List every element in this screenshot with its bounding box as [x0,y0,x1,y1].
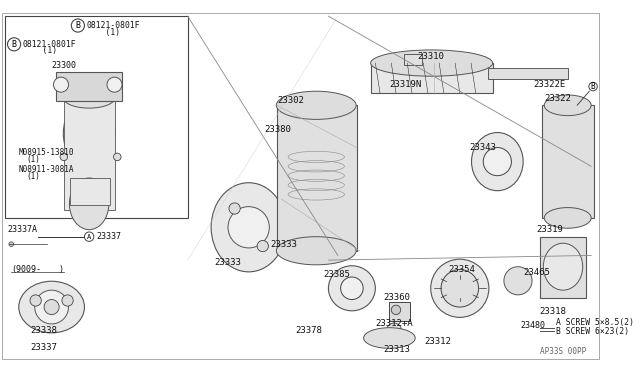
Text: 23319: 23319 [537,225,564,234]
Text: 23354: 23354 [449,265,476,274]
Text: N08911-3081A: N08911-3081A [19,164,74,174]
Text: 23333: 23333 [214,259,241,267]
Ellipse shape [544,95,591,116]
Bar [64,98,115,211]
Bar [277,105,356,251]
Ellipse shape [69,178,109,230]
Text: 23385: 23385 [324,270,351,279]
Ellipse shape [371,50,493,76]
Ellipse shape [276,91,356,119]
Text: 23318: 23318 [540,307,566,316]
Text: (1): (1) [86,28,120,36]
Text: (9009-: (9009- [12,265,41,274]
Ellipse shape [504,267,532,295]
Bar [56,73,122,100]
Text: 23319N: 23319N [389,80,422,89]
Bar [70,179,110,205]
Circle shape [62,295,73,306]
Bar [540,237,586,298]
Circle shape [44,299,59,315]
Circle shape [8,38,20,51]
Bar [542,105,594,218]
Circle shape [9,242,13,247]
Text: (1): (1) [22,46,57,55]
Text: B: B [76,21,81,30]
Ellipse shape [63,87,115,108]
Text: ): ) [58,265,63,274]
Circle shape [35,290,68,324]
Text: 23338: 23338 [30,326,57,335]
Text: 23337A: 23337A [8,225,38,234]
Text: 23322: 23322 [544,94,571,103]
Ellipse shape [544,208,591,228]
Text: A SCREW 5×8.5(2): A SCREW 5×8.5(2) [556,318,634,327]
Text: 23312: 23312 [424,337,451,346]
Circle shape [391,305,401,315]
Circle shape [589,82,597,91]
Circle shape [340,277,363,299]
Bar [4,16,188,218]
Text: 23337: 23337 [30,343,57,352]
Ellipse shape [211,183,286,272]
Text: 23343: 23343 [469,143,496,152]
Text: 23310: 23310 [417,52,444,61]
Text: 08121-0801F: 08121-0801F [22,40,76,49]
Circle shape [229,203,240,214]
Text: 23300: 23300 [52,61,77,70]
Ellipse shape [431,259,489,317]
Ellipse shape [19,281,84,333]
Text: A: A [87,234,92,240]
Bar [371,63,493,93]
Text: (1): (1) [26,155,40,164]
Circle shape [60,153,68,161]
Text: B SCREW 6×23(2): B SCREW 6×23(2) [556,327,628,336]
Text: 23333: 23333 [270,240,297,248]
Ellipse shape [276,237,356,265]
Ellipse shape [63,98,115,169]
Text: 23302: 23302 [277,96,304,105]
Ellipse shape [328,266,375,311]
Text: 23313: 23313 [383,345,410,354]
Circle shape [113,153,121,161]
Bar [403,54,422,65]
Text: M08915-13810: M08915-13810 [19,148,74,157]
Text: 23337: 23337 [97,232,122,241]
Circle shape [84,232,94,241]
Text: B: B [12,40,17,49]
Circle shape [483,148,511,176]
Circle shape [257,240,268,252]
Text: B: B [591,82,595,91]
Bar [389,302,410,321]
Text: (1): (1) [26,172,40,181]
Ellipse shape [364,328,415,348]
Circle shape [228,206,269,248]
Text: 23322E: 23322E [533,80,565,89]
Bar [488,68,568,79]
Circle shape [107,77,122,92]
Circle shape [441,270,479,307]
Text: 23312+A: 23312+A [375,318,413,327]
Text: 08121-0801F: 08121-0801F [86,21,140,30]
Circle shape [71,19,84,32]
Text: 23465: 23465 [524,268,550,277]
Circle shape [54,77,68,92]
Circle shape [30,295,42,306]
Ellipse shape [472,132,523,191]
Text: 23380: 23380 [264,125,291,134]
Text: 23360: 23360 [383,293,410,302]
Text: 23378: 23378 [296,326,323,335]
Circle shape [387,323,402,338]
Text: 23480: 23480 [521,321,546,330]
Text: AP33S 00PP: AP33S 00PP [540,347,586,356]
Ellipse shape [543,243,583,290]
